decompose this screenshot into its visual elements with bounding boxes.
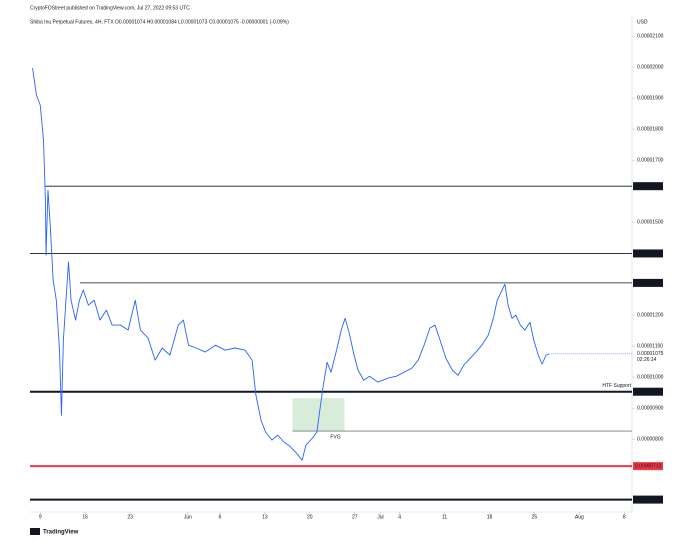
x-tick-label: Aug	[575, 514, 584, 520]
last-price-label: 0.00001075	[637, 351, 664, 357]
x-tick-label: Jun	[184, 514, 192, 520]
level-label: 0.00000605	[635, 497, 662, 503]
x-tick-label: 20	[307, 514, 313, 520]
x-tick-label: 27	[352, 514, 358, 520]
y-tick-label: 0.00001100	[637, 343, 663, 349]
y-tick-label: 0.00001700	[637, 157, 664, 163]
x-tick-label: 9	[39, 514, 42, 520]
y-tick-label: 0.00001000	[637, 374, 664, 380]
x-tick-label: 23	[127, 514, 133, 520]
x-tick-label: 18	[487, 514, 493, 520]
level-label-box	[633, 387, 663, 396]
x-tick-label: 4	[398, 514, 401, 520]
x-tick-label: 13	[262, 514, 268, 520]
y-tick-label: 0.00000900	[637, 405, 664, 411]
fvg-label: FVG	[330, 434, 340, 440]
level-label: 0.00000953	[635, 389, 662, 395]
y-tick-label: 0.00002000	[637, 64, 664, 70]
level-label-box	[633, 249, 663, 258]
level-note: HTF Support	[602, 383, 631, 389]
brand: TradingView	[43, 530, 79, 536]
level-label-box	[633, 462, 663, 471]
level-label: 0.00001399	[635, 251, 662, 257]
chart-title: Shiba Inu Perpetual Futures, 4H, FTX O0.…	[30, 19, 289, 25]
y-tick-label: 0.00002100	[637, 33, 664, 39]
level-label: 0.00001304	[635, 280, 662, 286]
level-label: 0.00001616	[635, 183, 662, 189]
price-line	[32, 67, 550, 461]
x-tick-label: 8	[623, 514, 626, 520]
brand-logo	[30, 528, 40, 535]
level-label: 0.00000713	[635, 463, 662, 469]
y-tick-label: 0.00000800	[637, 436, 664, 442]
x-tick-label: 16	[82, 514, 88, 520]
y-tick-label: 0.00001500	[637, 219, 664, 225]
y-tick-label: 0.00001900	[637, 95, 664, 101]
countdown: 02:26:14	[637, 357, 657, 363]
level-label-box	[633, 278, 663, 287]
y-tick-label: 0.00001200	[637, 312, 664, 318]
level-label-box	[633, 495, 663, 504]
published: CryptoFOStreet published on TradingView.…	[30, 5, 190, 11]
y-tick-label: 0.00001800	[637, 126, 664, 132]
x-tick-label: 11	[442, 514, 447, 520]
x-tick-label: Jul	[377, 514, 383, 520]
fvg-zone	[292, 398, 345, 432]
x-tick-label: 25	[532, 514, 538, 520]
level-label-box	[633, 182, 663, 191]
x-tick-label: 6	[219, 514, 222, 520]
currency: USD	[637, 19, 648, 25]
